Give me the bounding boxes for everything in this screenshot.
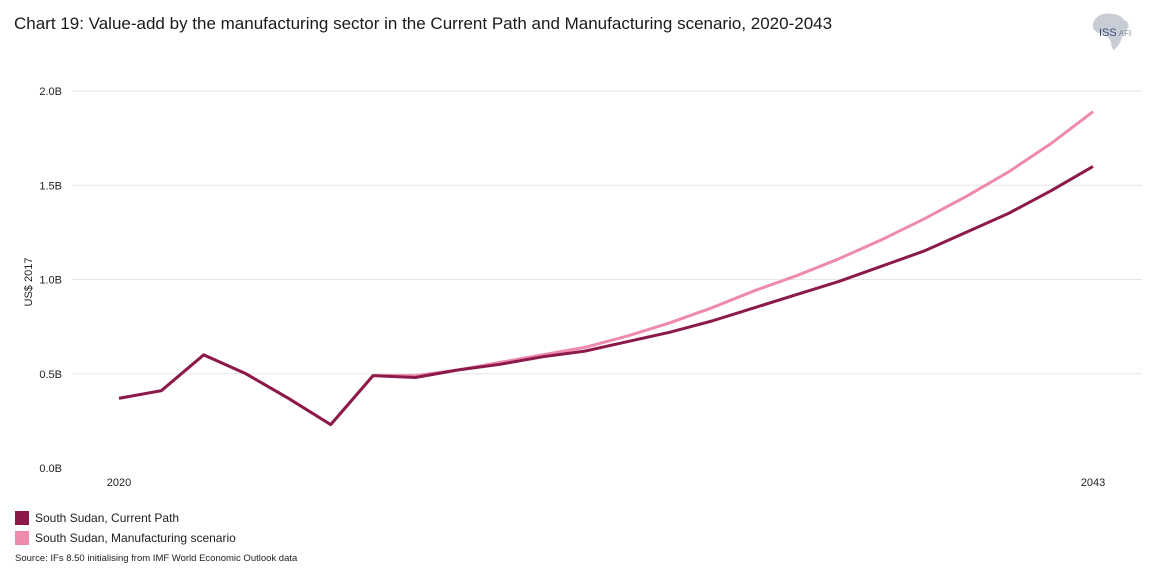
y-tick-label: 1.5B <box>39 180 62 192</box>
legend-swatch-manufacturing <box>15 531 29 545</box>
chart-title: Chart 19: Value-add by the manufacturing… <box>14 14 833 33</box>
legend-swatch-current-path <box>15 511 29 525</box>
y-tick-label: 0.0B <box>39 463 62 475</box>
series-lines <box>118 110 1094 427</box>
y-axis-label: US$ 2017 <box>23 258 35 307</box>
logo-afi: AFI <box>1118 29 1132 38</box>
y-tick-label: 0.5B <box>39 369 62 381</box>
africa-map-icon <box>1092 13 1129 50</box>
legend-label-current-path: South Sudan, Current Path <box>35 511 180 525</box>
legend-item-current-path: South Sudan, Current Path <box>15 508 236 528</box>
series-line-current-path <box>118 165 1094 427</box>
gridlines <box>72 90 1142 375</box>
logo-text: ISS AFI <box>1099 27 1131 39</box>
x-tick-label: 2020 <box>107 477 131 489</box>
x-tick-label: 2043 <box>1081 477 1105 489</box>
logo-iss: ISS <box>1099 27 1117 39</box>
series-line-manufacturing <box>118 110 1094 427</box>
x-axis-ticks: 2020 2043 <box>107 477 1105 489</box>
source-note: Source: IFs 8.50 initialising from IMF W… <box>15 553 298 564</box>
y-tick-label: 1.0B <box>39 275 62 287</box>
legend-item-manufacturing: South Sudan, Manufacturing scenario <box>15 528 236 548</box>
legend-label-manufacturing: South Sudan, Manufacturing scenario <box>35 531 236 545</box>
y-axis-ticks: 0.0B 0.5B 1.0B 1.5B 2.0B <box>39 86 62 475</box>
legend: South Sudan, Current Path South Sudan, M… <box>15 508 236 548</box>
y-tick-label: 2.0B <box>39 86 62 98</box>
